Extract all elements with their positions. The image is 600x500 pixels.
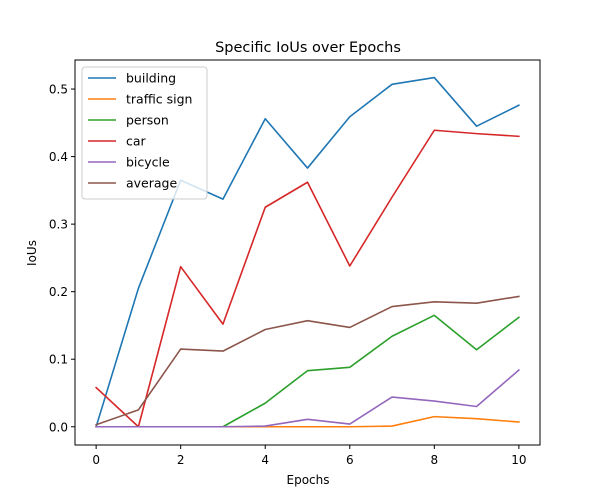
series-line-car <box>95 129 520 428</box>
legend-label-person: person <box>126 113 169 128</box>
y-tick-label: 0.4 <box>49 150 68 164</box>
y-axis-label: IoUs <box>25 240 39 266</box>
series-line-building <box>95 76 520 428</box>
legend-label-car: car <box>126 134 147 149</box>
plot-frame <box>74 59 541 446</box>
legend-label-bicycle: bicycle <box>126 155 170 170</box>
y-tick-label: 0.3 <box>49 218 68 232</box>
y-tick-label: 0.0 <box>49 420 68 434</box>
legend: building traffic sign person car bicycle aver… <box>81 66 208 200</box>
series-line-average <box>95 295 520 426</box>
x-tick-label: 2 <box>177 453 185 467</box>
x-axis-label: Epochs <box>287 473 330 487</box>
y-tick-label: 0.1 <box>49 353 68 367</box>
y-tick-label: 0.5 <box>49 83 68 97</box>
legend-box <box>81 66 208 200</box>
legend-label-building: building <box>126 71 176 86</box>
x-tick-label: 0 <box>92 453 100 467</box>
x-tick-label: 4 <box>261 453 269 467</box>
x-axis: 0 2 4 6 8 10 <box>92 445 527 467</box>
y-tick-label: 0.2 <box>49 285 68 299</box>
x-tick-label: 8 <box>430 453 438 467</box>
series-layer <box>95 76 520 428</box>
legend-label-traffic-sign: traffic sign <box>126 92 192 107</box>
series-line-bicycle <box>95 368 520 428</box>
chart-title: Specific IoUs over Epochs <box>215 40 401 56</box>
x-tick-label: 6 <box>346 453 354 467</box>
x-tick-label: 10 <box>511 453 526 467</box>
legend-label-average: average <box>126 176 177 191</box>
y-axis: 0.0 0.1 0.2 0.3 0.4 0.5 <box>49 83 75 434</box>
